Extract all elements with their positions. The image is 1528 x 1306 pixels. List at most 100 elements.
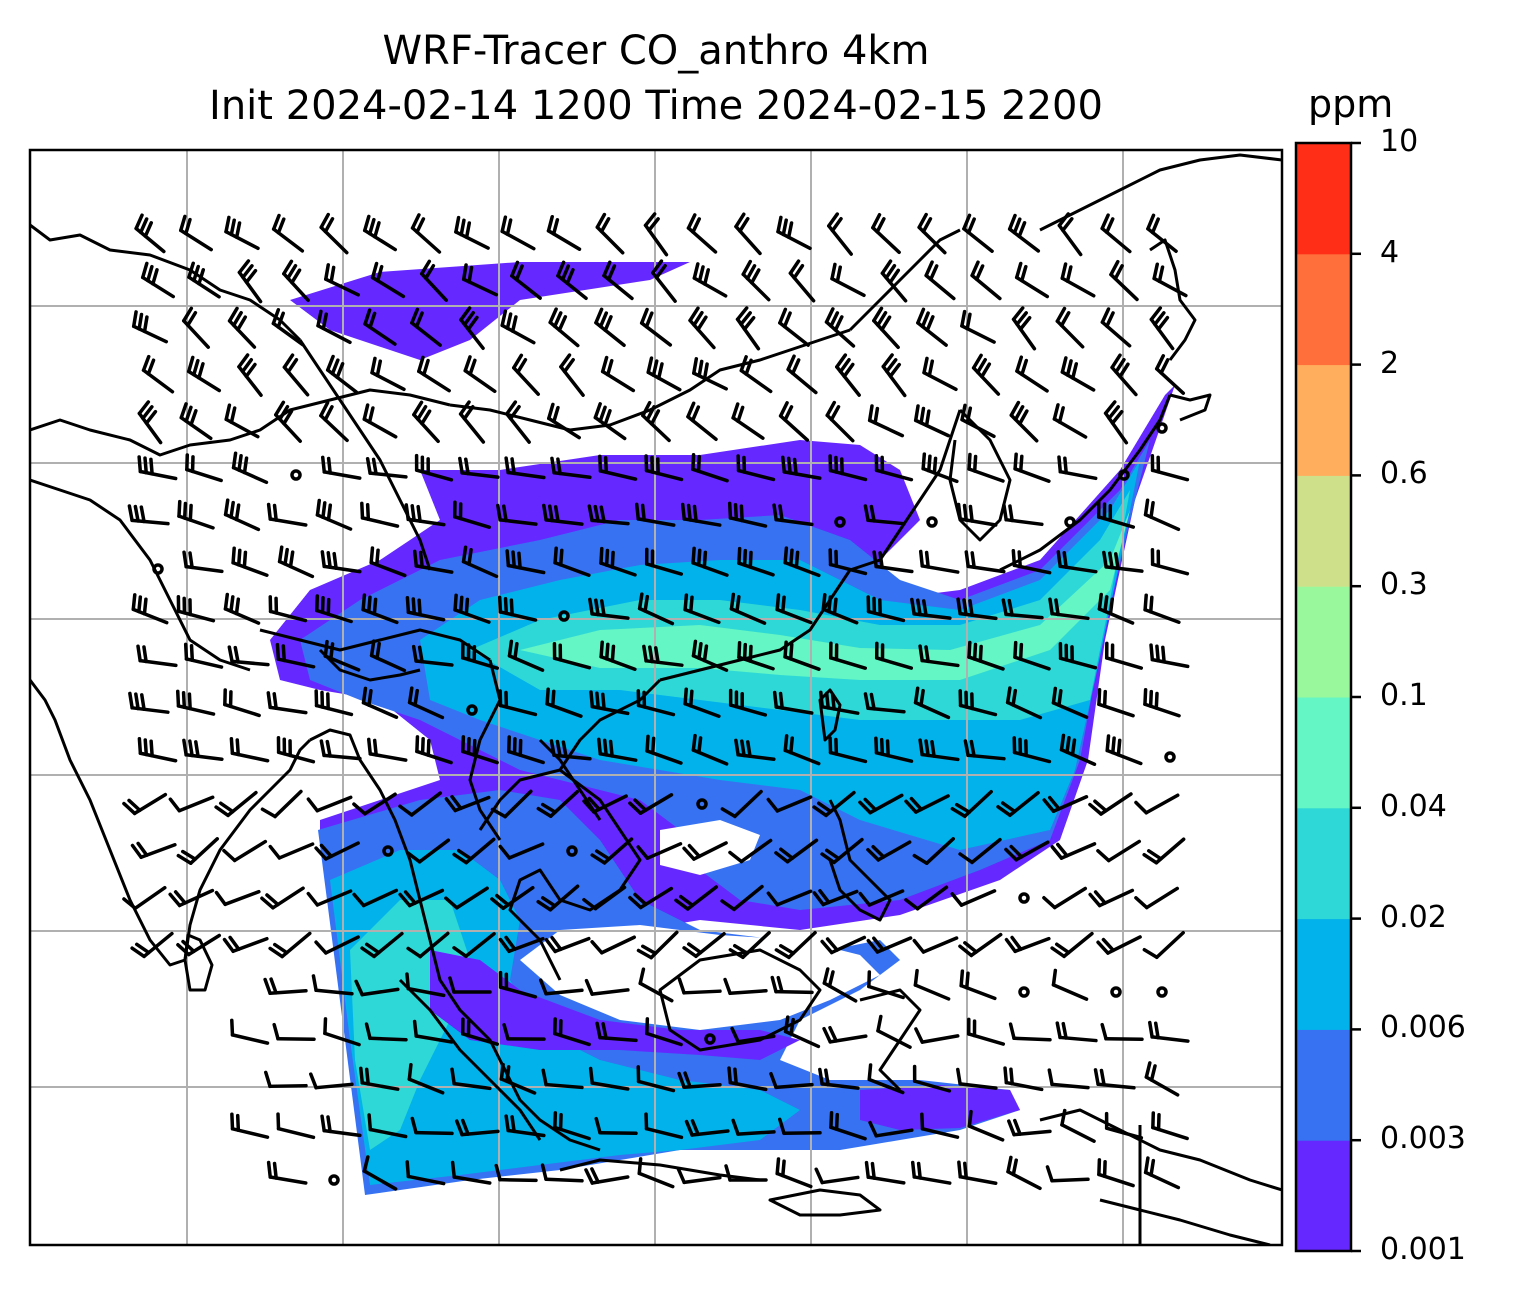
wind-barb	[1143, 498, 1181, 532]
coastline-japan	[999, 394, 1172, 572]
wind-barb	[507, 735, 545, 765]
wind-barb	[1154, 354, 1186, 395]
wind-barb	[1097, 687, 1135, 718]
wind-barb	[788, 259, 816, 303]
wind-barb	[324, 263, 360, 297]
wind-barb	[556, 260, 588, 301]
wind-barb	[866, 595, 906, 623]
wind-barb	[168, 888, 215, 908]
wind-barb	[682, 931, 726, 959]
wind-barb	[772, 690, 814, 715]
wind-barb	[306, 889, 353, 907]
wind-barb	[182, 306, 210, 349]
colorbar-segment	[1296, 918, 1351, 1030]
wind-barb	[177, 499, 215, 530]
wind-barb	[1150, 454, 1190, 482]
wind-barb	[598, 454, 638, 481]
wind-barb	[912, 1064, 952, 1093]
wind-barb	[260, 886, 305, 910]
wind-barb	[674, 885, 719, 911]
wind-barb	[410, 307, 442, 347]
wind-barb	[825, 400, 855, 443]
wind-barb	[599, 546, 637, 577]
wind-barb	[639, 307, 673, 347]
wind-barb	[1100, 307, 1132, 348]
wind-barb	[141, 354, 175, 394]
wind-barb	[497, 595, 538, 622]
wind-barb	[1052, 403, 1088, 439]
wind-barb	[314, 689, 354, 717]
wind-barb	[957, 1160, 998, 1185]
wind-barb	[677, 1071, 722, 1089]
wind-barb	[229, 736, 270, 763]
wind-barb-calm	[382, 845, 394, 857]
wind-barb	[406, 931, 450, 959]
wind-barb	[224, 215, 260, 251]
colorbar-segment	[1296, 143, 1351, 255]
wind-barb	[1096, 839, 1142, 863]
wind-barb	[541, 1068, 584, 1090]
wind-barb	[636, 1065, 676, 1093]
wind-barb	[828, 454, 868, 482]
wind-barb	[398, 888, 445, 908]
coastline-sumatra	[398, 978, 542, 1141]
wind-barb	[686, 401, 718, 442]
wind-barb-calm	[1110, 986, 1122, 998]
wind-barb	[130, 931, 174, 959]
wind-barb	[325, 354, 359, 394]
wind-barb	[723, 977, 768, 996]
wind-barb	[1142, 837, 1186, 865]
wind-barb	[692, 357, 728, 391]
wind-barb	[352, 888, 399, 908]
wind-barb	[641, 400, 671, 443]
wind-barb	[691, 546, 729, 577]
wind-barb	[735, 306, 761, 351]
colorbar-segment	[1296, 807, 1351, 920]
wind-barb	[1055, 306, 1085, 349]
wind-barb	[453, 593, 491, 624]
colorbar-segment	[1296, 1029, 1351, 1141]
wind-barb	[971, 353, 1001, 396]
wind-barb	[1013, 640, 1051, 671]
wind-barb	[683, 687, 721, 719]
wind-barb	[268, 931, 312, 959]
wind-barb	[1004, 935, 1051, 954]
wind-barb	[775, 593, 813, 625]
wind-barb	[958, 932, 1003, 958]
wind-barb	[595, 212, 625, 255]
wind-barb	[363, 308, 397, 346]
wind-barb	[539, 978, 584, 996]
wind-barb	[587, 504, 630, 526]
wind-barb	[264, 1070, 308, 1089]
wind-barb	[1148, 1020, 1190, 1043]
wind-barb	[863, 692, 906, 714]
colorbar-segment	[1296, 697, 1351, 809]
wind-barb	[1093, 1068, 1136, 1090]
wind-barb	[275, 642, 316, 669]
wind-barb	[691, 453, 729, 483]
wind-barb	[504, 1114, 546, 1138]
wind-barb	[507, 639, 545, 672]
wind-barb	[828, 548, 868, 576]
wind-barb	[874, 736, 914, 763]
colorbar-tick-label: 0.001	[1380, 1232, 1466, 1267]
wind-barb	[414, 453, 454, 482]
wind-barb	[453, 500, 491, 529]
wind-barb	[682, 841, 728, 861]
wind-barb	[872, 306, 900, 350]
wind-barb	[1047, 1068, 1090, 1090]
wind-barb	[458, 456, 500, 479]
wind-barb	[370, 261, 406, 299]
wind-barb	[168, 795, 215, 813]
wind-barb	[863, 504, 906, 526]
wind-barb	[812, 889, 859, 907]
wind-barb	[410, 1116, 454, 1136]
wind-barb	[958, 689, 998, 717]
wind-barbs	[122, 212, 1190, 1191]
wind-barb-calm	[1164, 751, 1176, 763]
wind-barb	[553, 1017, 591, 1047]
wind-barb	[130, 841, 177, 859]
wind-barb	[766, 795, 813, 813]
wind-barb	[494, 1163, 538, 1183]
colorbar-tick-label: 4	[1380, 234, 1400, 270]
